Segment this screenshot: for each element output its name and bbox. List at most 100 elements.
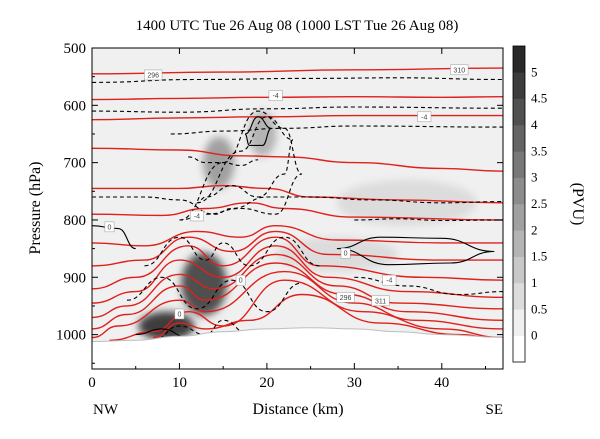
theta-contour-14 xyxy=(153,293,503,341)
contour-label-box xyxy=(235,274,246,286)
omega-contour-8 xyxy=(126,276,302,313)
contour-label-box xyxy=(371,295,390,307)
colorbar-segment-10 xyxy=(513,72,525,99)
contour-label-box xyxy=(340,247,351,259)
theta-contours xyxy=(92,67,503,341)
contour-label-box xyxy=(144,69,163,81)
theta-contour-3 xyxy=(92,147,503,172)
colorbar-segment-11 xyxy=(513,46,525,73)
y-tick-label-500: 500 xyxy=(64,41,87,57)
contour-label-text: -4 xyxy=(273,93,279,100)
contour-label-text: 296 xyxy=(340,295,352,302)
terrain xyxy=(92,327,503,369)
colorbar-segment-2 xyxy=(513,283,525,310)
y-tick-label-700: 700 xyxy=(64,156,87,172)
contour-label-box xyxy=(268,90,283,101)
colorbar-tick-label: 2.5 xyxy=(531,196,547,211)
y-tick-label-900: 900 xyxy=(64,270,87,286)
theta-contour-6 xyxy=(92,224,503,247)
theta-contour-4 xyxy=(92,184,503,204)
contour-label-box xyxy=(336,292,355,303)
omega-contours xyxy=(92,77,503,341)
colorbar-segment-6 xyxy=(513,177,525,205)
direction-right-label: SE xyxy=(485,402,503,418)
terrain-fill xyxy=(92,327,503,369)
colorbar-tick-label: 3.5 xyxy=(531,143,547,158)
omega-contour-10 xyxy=(92,225,136,250)
theta-contour-1 xyxy=(92,95,503,101)
colorbar-segment-1 xyxy=(513,309,525,336)
pv-blob-0 xyxy=(181,252,227,316)
contour-label-7: 0 xyxy=(174,308,185,320)
theta-contour-7 xyxy=(92,230,503,267)
contour-label-3: -4 xyxy=(417,111,432,123)
colorbar-tick-label: 4.5 xyxy=(531,91,547,106)
contour-label-8: -4 xyxy=(382,274,397,286)
contour-label-5: 0 xyxy=(104,221,115,233)
contour-label-text: 0 xyxy=(344,251,348,258)
theta-contour-8 xyxy=(92,236,503,290)
y-axis: 500 600 700 800 900 1000 xyxy=(56,41,503,364)
theta-contour-5 xyxy=(92,202,503,221)
contour-label-10: 296 xyxy=(336,292,355,303)
omega-contour-15 xyxy=(135,328,189,339)
chart-title: 1400 UTC Tue 26 Aug 08 (1000 LST Tue 26 … xyxy=(136,18,459,34)
contour-label-4: -4 xyxy=(189,210,204,222)
contour-label-11: 311 xyxy=(371,295,390,307)
theta-contour-11 xyxy=(92,262,503,330)
contour-label-text: 310 xyxy=(453,67,465,74)
pv-blob-5 xyxy=(336,179,477,226)
colorbar-tick-label: 2 xyxy=(531,222,538,237)
omega-contour-9 xyxy=(336,236,495,266)
y-tick-label-800: 800 xyxy=(64,213,87,229)
colorbar-frame xyxy=(512,45,526,363)
contour-label-text: -4 xyxy=(421,114,427,121)
colorbar-tick-label: 4 xyxy=(531,117,538,132)
colorbar-segment-5 xyxy=(513,204,525,231)
colorbar-tick-label: 1.5 xyxy=(531,249,547,264)
plot-frame xyxy=(91,47,504,370)
x-axis-label: Distance (km) xyxy=(252,401,343,418)
y-tick-label-600: 600 xyxy=(64,98,87,114)
omega-contour-14 xyxy=(188,156,259,167)
colorbar: 0 0.5 1 1.5 2 2.5 3 3.5 4 4.5 5 xyxy=(512,45,547,363)
colorbar-tick-label: 0 xyxy=(531,328,538,343)
theta-contour-10 xyxy=(92,253,503,319)
contour-label-text: 0 xyxy=(177,311,181,318)
x-tick-label-10: 10 xyxy=(172,375,187,391)
contour-labels: 296 310 -4 -4 -4 0 0 0 -4 0 296 311 xyxy=(104,64,469,320)
x-tick-label-20: 20 xyxy=(259,375,274,391)
direction-left-label: NW xyxy=(93,402,119,418)
omega-contour-3 xyxy=(196,116,294,204)
colorbar-tick-label: 1 xyxy=(531,275,538,290)
x-tick-label-30: 30 xyxy=(347,375,362,391)
colorbar-tick-label: 0.5 xyxy=(531,301,547,316)
contour-label-text: 0 xyxy=(239,278,243,285)
contour-label-text: -4 xyxy=(386,278,392,285)
theta-contour-13 xyxy=(109,279,503,341)
contour-label-box xyxy=(417,111,432,123)
contour-label-box xyxy=(189,210,204,222)
y-axis-label: Pressure (hPa) xyxy=(27,162,44,255)
theta-contour-12 xyxy=(92,270,503,339)
contour-label-6: 0 xyxy=(340,247,351,259)
contour-label-9: 0 xyxy=(235,274,246,286)
x-tick-label-40: 40 xyxy=(434,375,449,391)
colorbar-segment-0 xyxy=(513,335,525,363)
contour-label-text: -4 xyxy=(194,213,200,220)
omega-contour-6 xyxy=(92,196,503,215)
omega-contour-0 xyxy=(92,77,503,83)
y-tick-label-1000: 1000 xyxy=(56,328,86,344)
contour-label-box xyxy=(174,308,185,320)
colorbar-tick-label: 5 xyxy=(531,64,538,79)
omega-contour-12 xyxy=(354,218,503,222)
colorbar-segment-8 xyxy=(513,125,525,152)
omega-contour-13 xyxy=(354,276,503,296)
colorbar-segment-3 xyxy=(513,256,525,284)
contour-label-box xyxy=(104,221,115,233)
contour-label-text: 296 xyxy=(147,72,159,79)
theta-contour-9 xyxy=(92,245,503,304)
x-axis: 0 10 20 30 40 xyxy=(88,48,487,391)
contour-label-text: 0 xyxy=(108,224,112,231)
